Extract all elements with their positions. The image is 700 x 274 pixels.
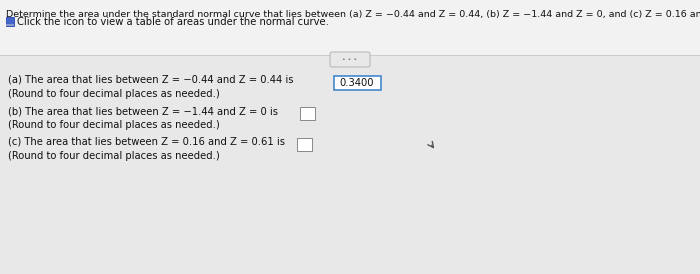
Text: • • •: • • • [342, 57, 358, 62]
Text: (Round to four decimal places as needed.): (Round to four decimal places as needed.… [8, 120, 220, 130]
Text: (c) The area that lies between Z = 0.16 and Z = 0.61 is: (c) The area that lies between Z = 0.16 … [8, 137, 285, 147]
Bar [0, 0, 700, 55]
FancyBboxPatch shape [297, 138, 312, 150]
FancyBboxPatch shape [330, 52, 370, 67]
Text: Determine the area under the standard normal curve that lies between (a) Z = −0.: Determine the area under the standard no… [6, 10, 700, 19]
Text: (b) The area that lies between Z = −1.44 and Z = 0 is: (b) The area that lies between Z = −1.44… [8, 106, 278, 116]
Bar [6, 17, 14, 26]
Text: 0.3400: 0.3400 [340, 78, 374, 87]
FancyBboxPatch shape [300, 107, 314, 119]
Text: (a) The area that lies between Z = −0.44 and Z = 0.44 is: (a) The area that lies between Z = −0.44… [8, 75, 293, 85]
Text: (Round to four decimal places as needed.): (Round to four decimal places as needed.… [8, 151, 220, 161]
Text: Click the icon to view a table of areas under the normal curve.: Click the icon to view a table of areas … [17, 17, 329, 27]
Bar [6, 24, 14, 26]
FancyBboxPatch shape [333, 76, 381, 90]
Text: (Round to four decimal places as needed.): (Round to four decimal places as needed.… [8, 89, 220, 99]
Bar [0, 55, 700, 274]
